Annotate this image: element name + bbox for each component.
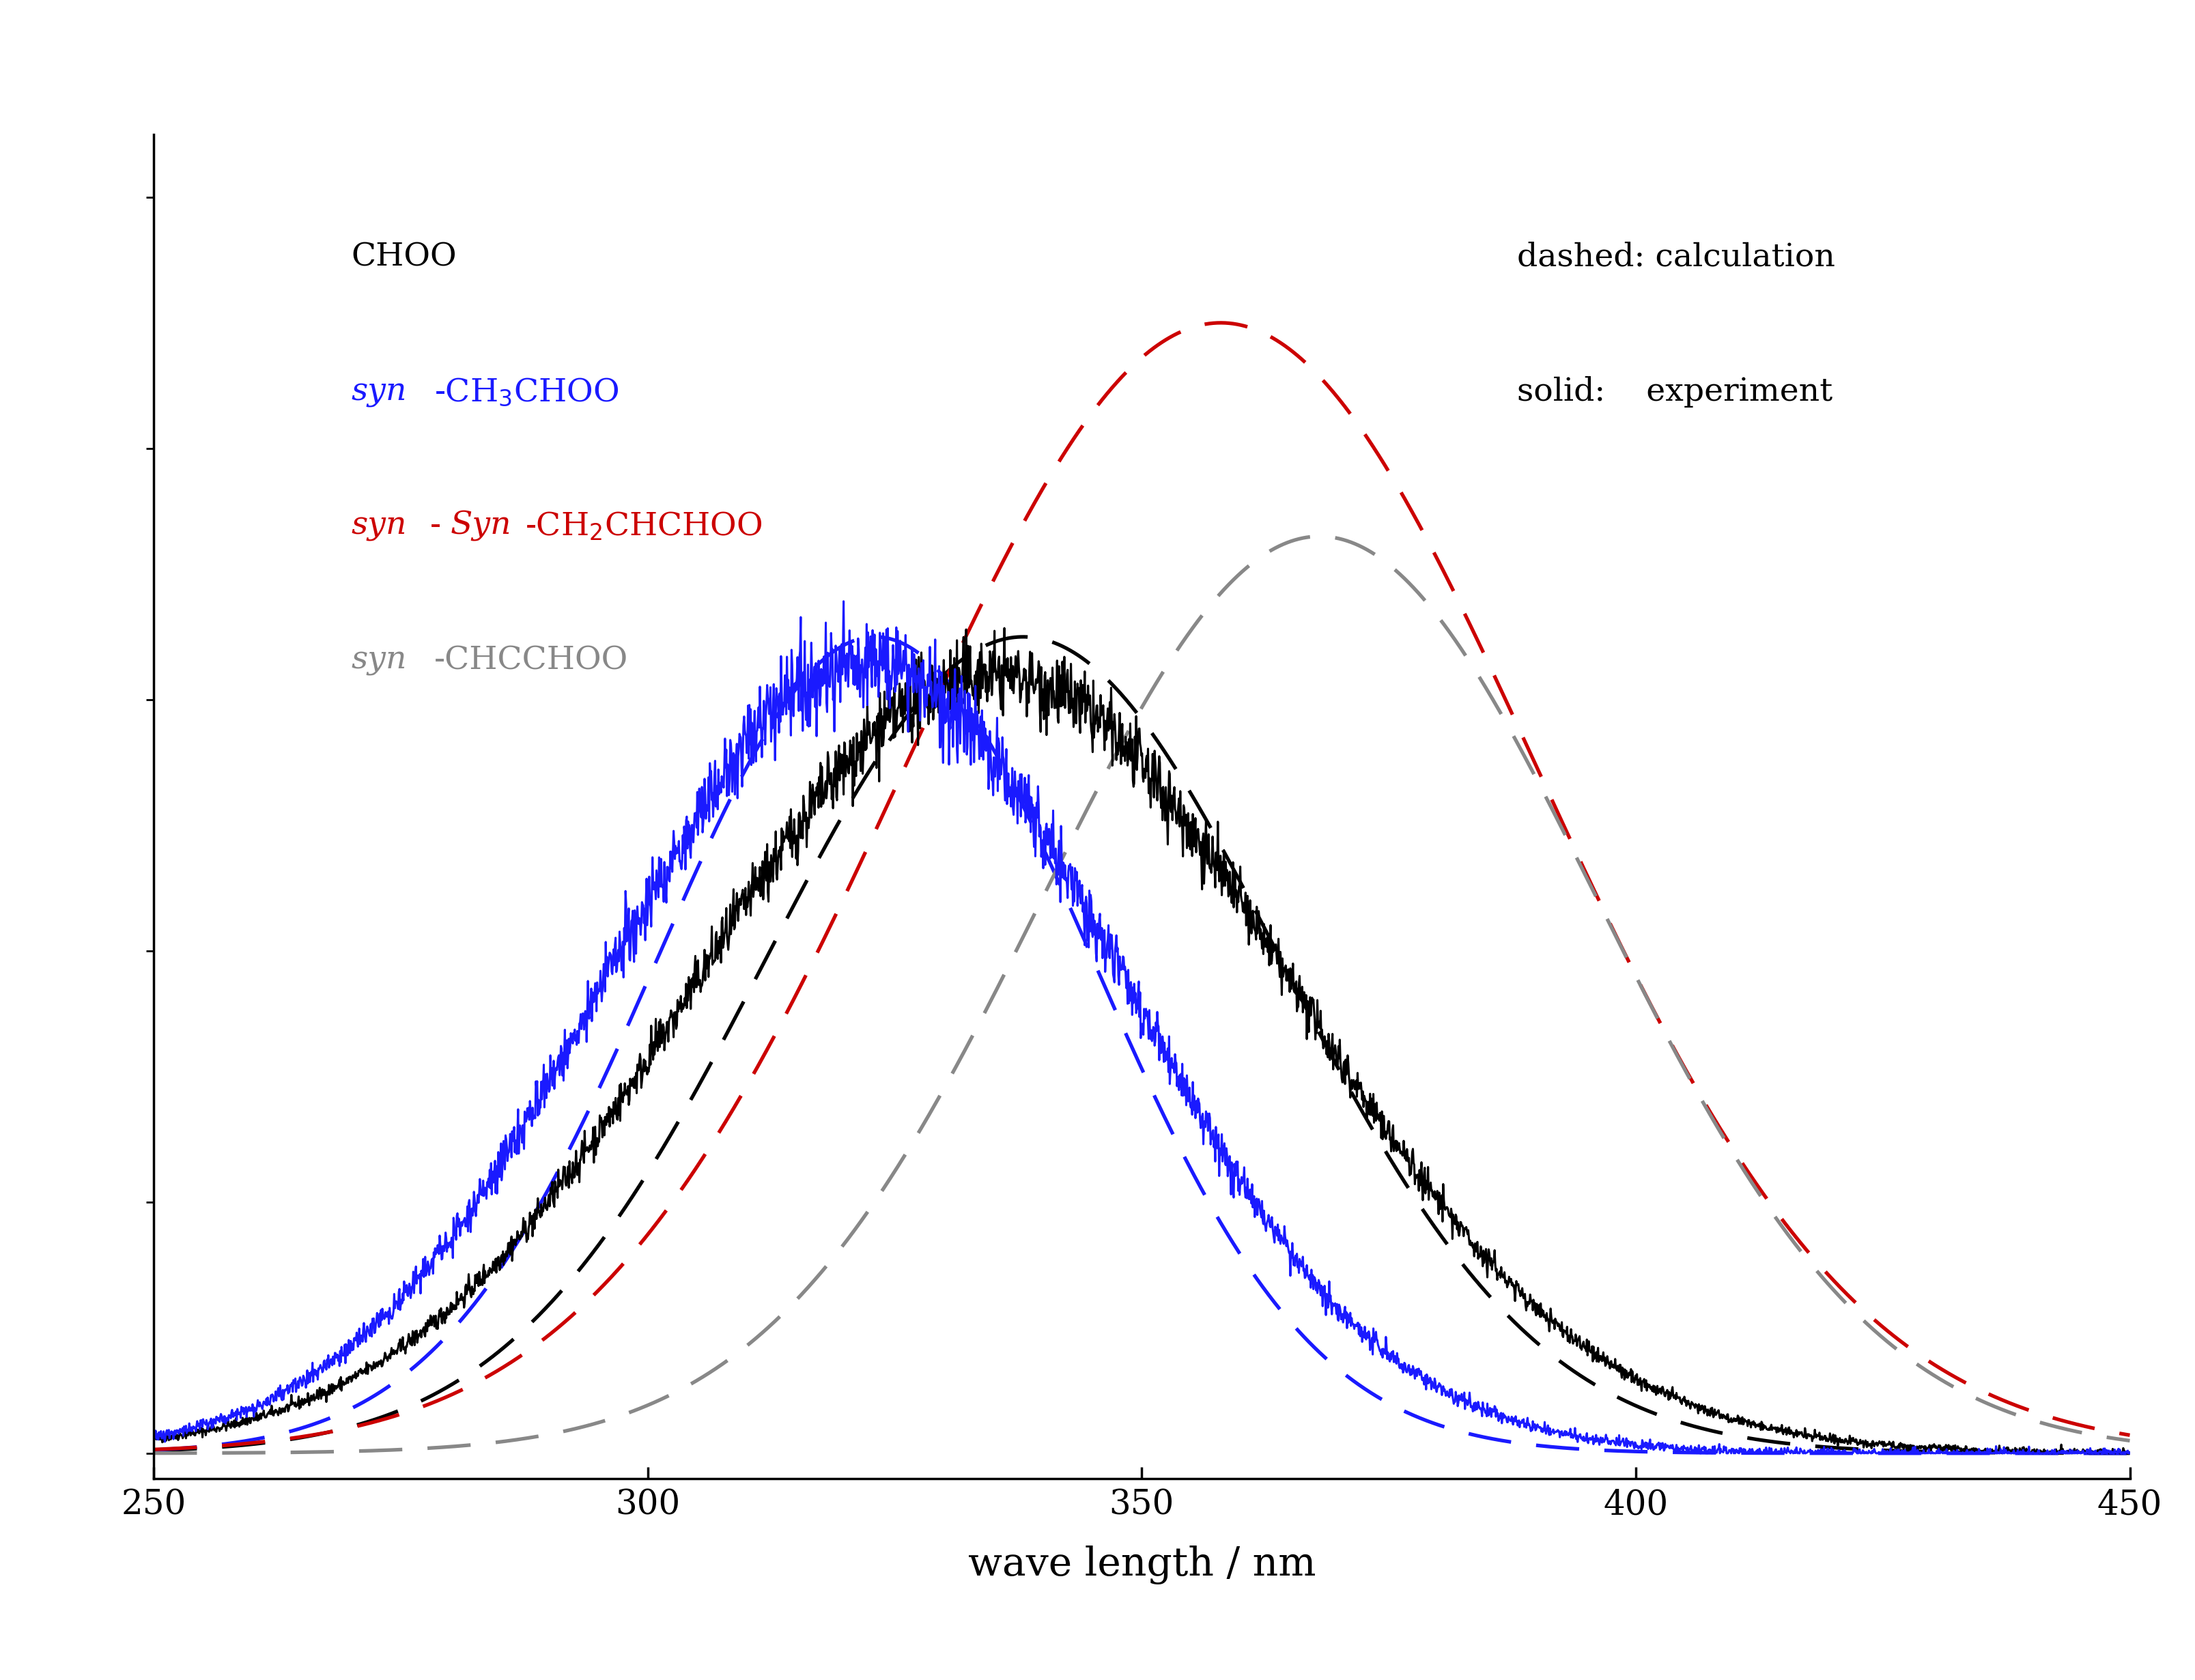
Text: CHOO: CHOO	[351, 242, 457, 272]
Text: dashed: calculation: dashed: calculation	[1517, 242, 1835, 272]
Text: syn: syn	[351, 376, 406, 407]
Text: -CH$_3$CHOO: -CH$_3$CHOO	[435, 376, 619, 408]
Text: solid:    experiment: solid: experiment	[1517, 376, 1833, 408]
X-axis label: wave length / nm: wave length / nm	[968, 1546, 1315, 1584]
Text: syn: syn	[351, 511, 406, 541]
Text: -CHCCHOO: -CHCCHOO	[435, 645, 628, 675]
Text: syn: syn	[351, 645, 406, 675]
Text: Syn: Syn	[450, 511, 511, 541]
Text: -: -	[430, 511, 441, 541]
Text: -CH$_2$CHCHOO: -CH$_2$CHCHOO	[525, 511, 762, 543]
